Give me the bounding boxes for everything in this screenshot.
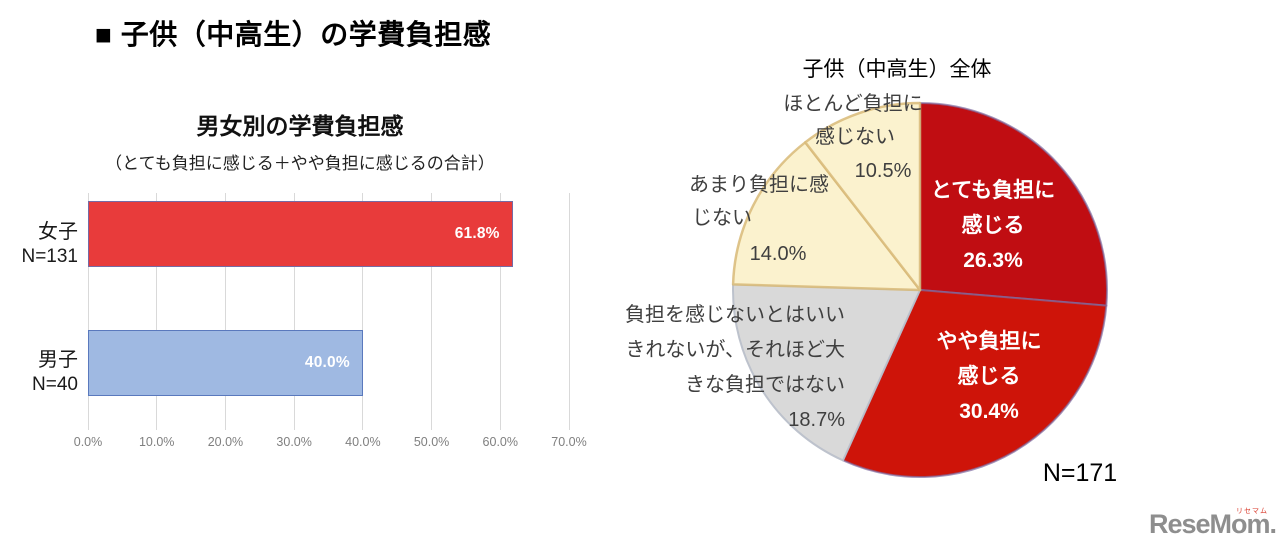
x-tick-label: 40.0%: [345, 435, 381, 449]
gridline: [293, 193, 295, 430]
category-label-1: 男子 N=40: [0, 347, 78, 396]
x-tick-label: 0.0%: [73, 435, 103, 449]
pie-slice-1: [841, 289, 1108, 478]
x-tick-label: 20.0%: [207, 435, 244, 449]
category-line: 女子: [38, 221, 78, 243]
gridline: [568, 193, 570, 430]
logo-ruby-text: リセマム: [1236, 508, 1268, 515]
logo-wordmark: ReseMom.: [1148, 509, 1277, 539]
resemom-logo: リセマム ReseMom.: [1148, 508, 1277, 540]
category-label-0: 女子 N=131: [0, 219, 78, 268]
gridline: [362, 193, 364, 430]
bar-0: 61.8%: [88, 201, 513, 267]
pie-slice-2: [732, 283, 921, 462]
x-tick-label: 70.0%: [551, 435, 587, 449]
x-tick-label: 50.0%: [413, 435, 450, 449]
pie-slice-4: [804, 101, 922, 292]
category-line: 男子: [38, 349, 78, 371]
bar-x-axis: 0.0% 10.0% 20.0% 30.0% 40.0% 50.0% 60.0% 70.0%: [0, 435, 640, 455]
bar-plot-area: 61.8% 40.0%: [87, 193, 570, 430]
gridline: [156, 193, 158, 430]
x-tick-label: 60.0%: [482, 435, 519, 449]
bar-category-labels: 女子 N=131 男子 N=40: [0, 0, 90, 547]
pie-slice-0: [919, 102, 1108, 307]
bar-1: 40.0%: [88, 330, 363, 396]
gridline: [224, 193, 226, 430]
pie-graphic: [731, 101, 1108, 478]
category-line: N=40: [32, 374, 78, 395]
x-tick-label: 10.0%: [138, 435, 175, 449]
bar-chart-subtitle: （とても負担に感じる＋やや負担に感じるの合計）: [105, 154, 495, 173]
bar-chart-title: 男女別の学費負担感: [196, 113, 404, 139]
bar-value-label: 61.8%: [454, 225, 500, 242]
page-title: ■ 子供（中高生）の学費負担感: [95, 19, 492, 50]
sample-size-label: N=171: [1042, 459, 1118, 487]
gridline: [499, 193, 501, 430]
pie-chart-title: 子供（中高生）全体: [802, 58, 992, 81]
x-tick-label: 30.0%: [276, 435, 312, 449]
gridline: [87, 193, 89, 430]
pie-slice-3: [731, 141, 922, 292]
category-line: N=131: [21, 246, 78, 267]
gridline: [431, 193, 433, 430]
bar-value-label: 40.0%: [304, 354, 350, 371]
